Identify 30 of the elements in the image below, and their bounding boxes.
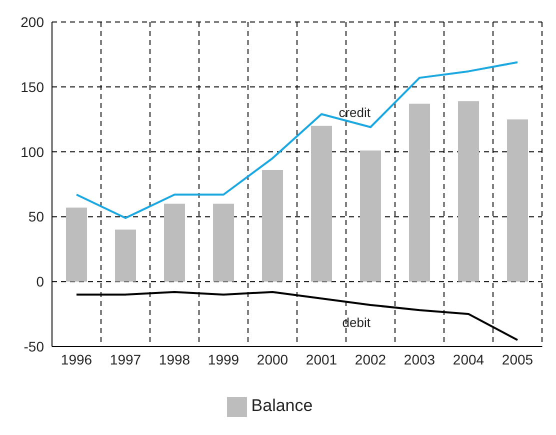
series-label: credit — [338, 105, 371, 120]
x-tick-label: 2004 — [452, 351, 484, 368]
series-label: debit — [342, 314, 371, 330]
bar — [507, 119, 528, 282]
line-series — [76, 61, 518, 219]
x-tick-label: 2001 — [306, 351, 338, 368]
bar — [311, 126, 332, 282]
bar — [409, 104, 430, 282]
bar — [115, 230, 136, 282]
bar — [458, 101, 479, 282]
x-tick-label: 1996 — [60, 351, 92, 368]
bar — [66, 208, 87, 282]
x-tick-label: 1999 — [208, 351, 240, 368]
bar — [164, 204, 185, 282]
y-tick-label: 200 — [20, 14, 44, 30]
x-tick-label: 2003 — [404, 351, 436, 368]
legend-label: Balance — [251, 396, 313, 416]
bar — [360, 150, 381, 282]
x-tick-label: 2002 — [354, 351, 386, 368]
bar — [213, 204, 234, 282]
x-tick-label: 2005 — [502, 351, 534, 368]
x-tick-label: 1998 — [158, 351, 190, 368]
y-tick-label: 50 — [28, 208, 44, 225]
y-tick-label: 0 — [36, 274, 44, 290]
bar — [262, 170, 283, 282]
y-tick-label: 150 — [20, 78, 44, 95]
y-tick-label: -50 — [24, 338, 44, 354]
x-tick-label: 1997 — [110, 351, 142, 368]
y-tick-label: 100 — [20, 144, 44, 160]
x-tick-label: 2000 — [256, 351, 288, 368]
